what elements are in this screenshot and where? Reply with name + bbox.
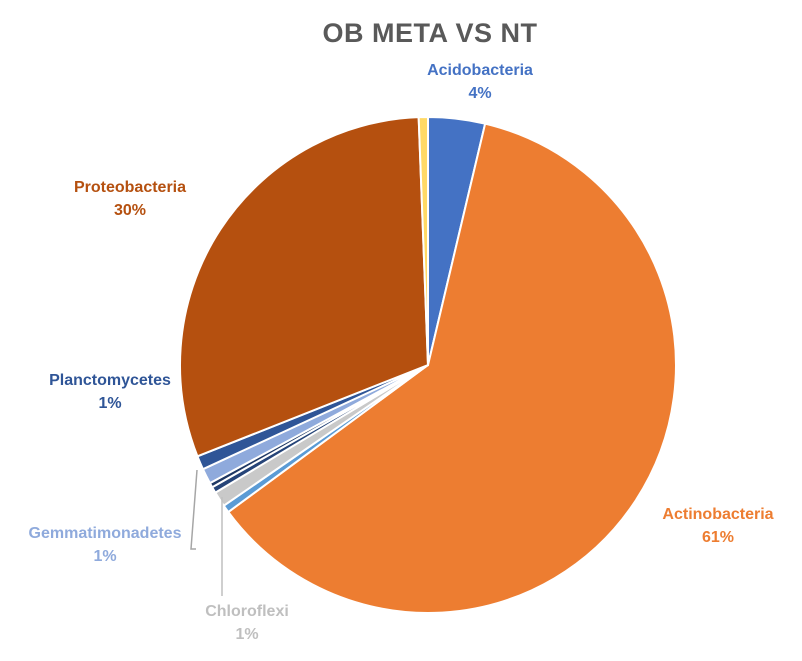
label-gemmatimonadetes-percent: 1% — [93, 548, 117, 565]
slice-actinobacteria — [227, 122, 677, 614]
label-acidobacteria: Acidobacteria 4% — [420, 59, 540, 105]
label-actinobacteria-percent: 61% — [701, 529, 735, 546]
pie-slices — [179, 116, 677, 614]
label-actinobacteria: Actinobacteria 61% — [653, 503, 783, 549]
label-proteobacteria-name: Proteobacteria — [73, 179, 187, 196]
label-planctomycetes-percent: 1% — [98, 395, 122, 412]
label-actinobacteria-name: Actinobacteria — [662, 506, 774, 523]
label-acidobacteria-name: Acidobacteria — [427, 62, 533, 79]
chart-title: OB META VS NT — [322, 18, 538, 48]
label-gemmatimonadetes: Gemmatimonadetes 1% — [10, 522, 200, 568]
label-chloroflexi: Chloroflexi 1% — [187, 600, 307, 646]
leader-lines — [190, 469, 223, 596]
slice-verrucomicrobia — [417, 116, 429, 366]
slice-proteobacteria — [179, 116, 429, 458]
label-chloroflexi-percent: 1% — [235, 626, 259, 643]
label-acidobacteria-percent: 4% — [468, 85, 492, 102]
label-proteobacteria-percent: 30% — [113, 202, 147, 219]
label-chloroflexi-name: Chloroflexi — [205, 603, 289, 620]
label-planctomycetes-name: Planctomycetes — [49, 372, 171, 389]
label-planctomycetes: Planctomycetes 1% — [30, 369, 190, 415]
label-proteobacteria: Proteobacteria 30% — [60, 176, 200, 222]
leader-line-gemmatimonadetes — [190, 469, 198, 550]
label-gemmatimonadetes-name: Gemmatimonadetes — [28, 525, 182, 542]
